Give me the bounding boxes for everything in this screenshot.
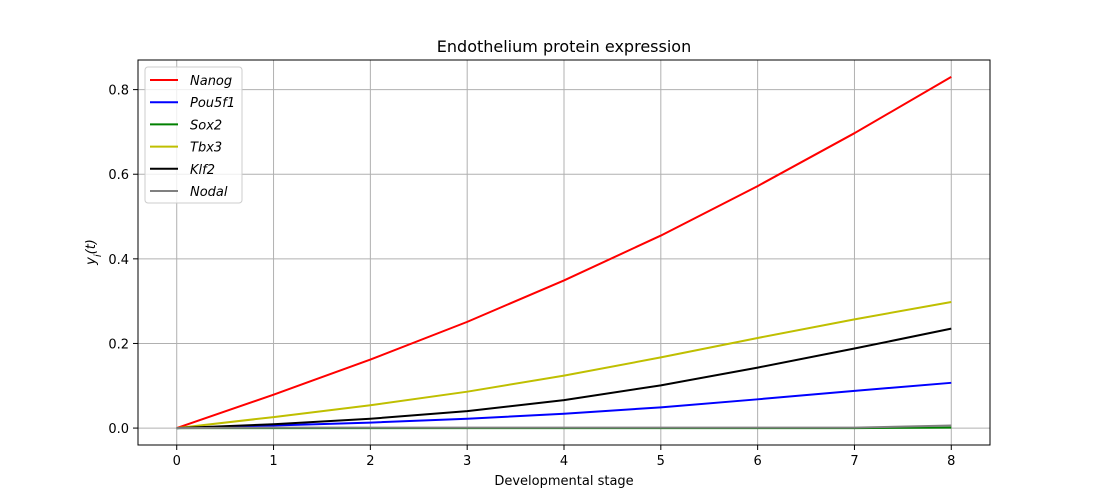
x-tick-label: 3 [463, 454, 471, 469]
x-tick-label: 2 [366, 454, 374, 469]
legend-label-tbx3: Tbx3 [190, 141, 222, 156]
x-tick-label: 4 [560, 454, 568, 469]
series-lines [176, 76, 952, 430]
chart-title: Endothelium protein expression [437, 37, 691, 56]
legend-label-nodal: Nodal [190, 185, 228, 200]
y-tick-label: 0.6 [108, 168, 129, 183]
series-line-pou5f1 [176, 381, 952, 430]
legend-label-klf2: Klf2 [190, 163, 215, 178]
x-axis-ticks: 0 1 2 3 4 5 6 7 8 [173, 445, 955, 469]
x-tick-label: 0 [173, 454, 181, 469]
y-axis-label: yi(t) [84, 239, 104, 266]
legend-label-sox2: Sox2 [190, 118, 222, 133]
y-tick-label: 0.4 [108, 253, 129, 268]
y-tick-label: 0.0 [108, 422, 129, 437]
series-line-nanog [176, 76, 952, 430]
x-tick-label: 5 [657, 454, 665, 469]
legend-label-pou5f1: Pou5f1 [190, 96, 235, 111]
legend-label-nanog: Nanog [190, 74, 232, 89]
x-tick-label: 7 [850, 454, 858, 469]
x-tick-label: 8 [947, 454, 955, 469]
y-tick-label: 0.8 [108, 84, 129, 99]
series-line-nodal [176, 424, 952, 430]
x-tick-label: 6 [753, 454, 761, 469]
x-axis-label: Developmental stage [494, 474, 633, 489]
legend: Nanog Pou5f1 Sox2 Tbx3 Klf2 Nodal [144, 66, 243, 204]
series-line-klf2 [176, 327, 952, 430]
series-line-tbx3 [176, 301, 952, 430]
y-tick-label: 0.2 [108, 337, 129, 352]
y-axis-ticks: 0.0 0.2 0.4 0.6 0.8 [108, 84, 138, 437]
x-tick-label: 1 [269, 454, 277, 469]
